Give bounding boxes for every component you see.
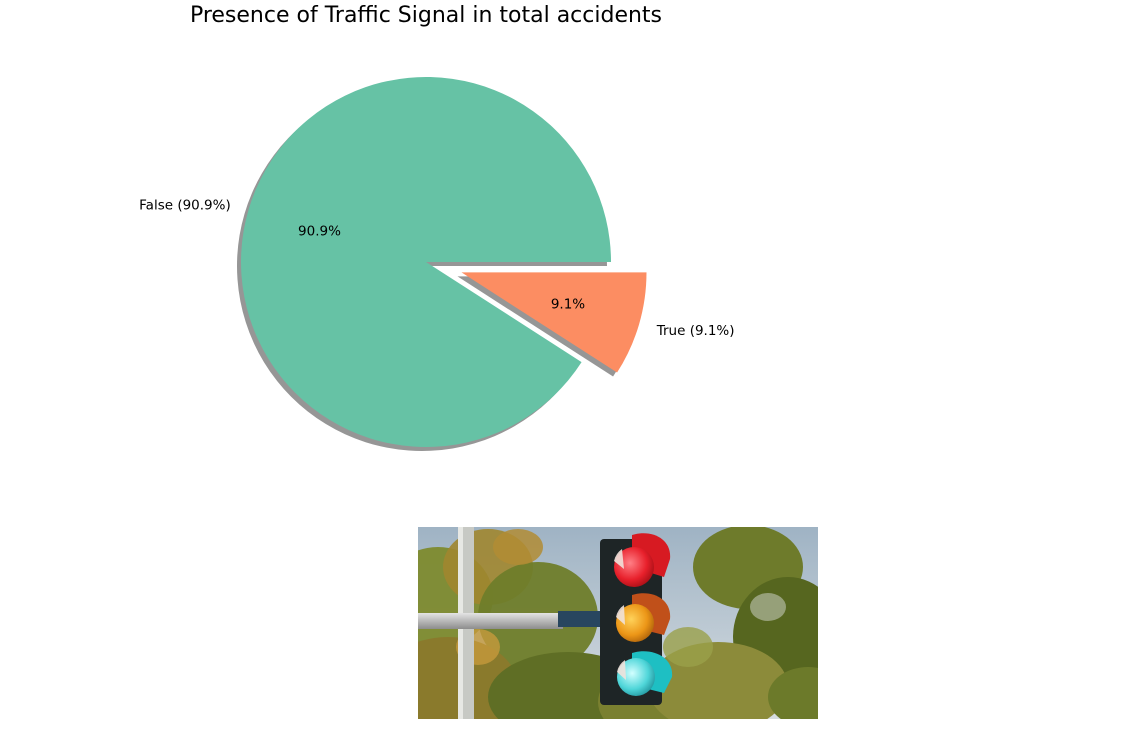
slice-label-true: True (9.1%)	[656, 323, 735, 339]
green-light	[617, 658, 655, 696]
traffic-light-photo	[418, 527, 818, 719]
pie-chart: False (90.9%) 90.9% True (9.1%) 9.1%	[139, 77, 735, 451]
chart-title: Presence of Traffic Signal in total acci…	[190, 3, 662, 28]
pie-slice-false	[241, 77, 611, 448]
traffic-light-housing	[600, 533, 673, 705]
slice-label-false: False (90.9%)	[139, 198, 231, 214]
pole-arm	[418, 613, 563, 629]
slice-pct-true: 9.1%	[551, 297, 585, 313]
amber-light	[616, 604, 654, 642]
pie-slice-true	[461, 272, 647, 373]
red-light	[614, 547, 654, 587]
slice-pct-false: 90.9%	[298, 224, 341, 240]
